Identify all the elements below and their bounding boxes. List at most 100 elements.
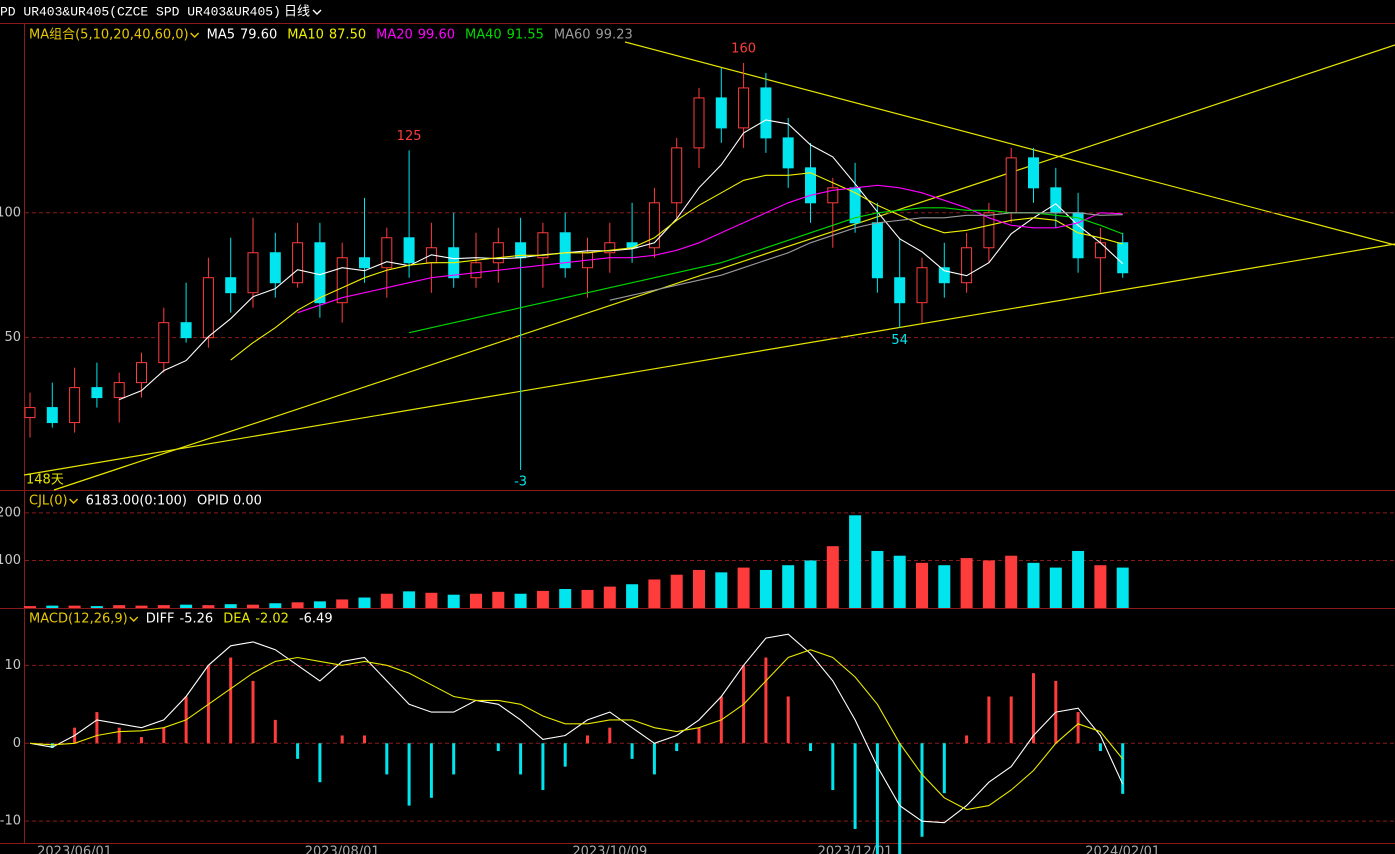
legend-value: 99.23 [596, 28, 633, 43]
x-tick-label: 2024/02/01 [1085, 845, 1160, 854]
y-tick-label: 50 [4, 330, 21, 345]
dropdown-icon[interactable] [69, 498, 79, 504]
volume-bar [514, 593, 527, 608]
volume-bar [157, 605, 170, 608]
volume-bar [380, 593, 393, 608]
candle-body [91, 387, 103, 399]
candle-body [292, 242, 304, 284]
volume-bar [1049, 567, 1062, 608]
macd-bar [296, 743, 300, 759]
macd-bar [140, 737, 143, 744]
candle-body [1094, 242, 1106, 259]
candle-body [805, 167, 816, 204]
volume-bar [804, 560, 817, 608]
y-tick-label: 100 [0, 553, 21, 568]
macd-bar [586, 735, 589, 744]
candle-body [359, 257, 370, 269]
trend-line [624, 41, 1395, 246]
volume-bar [1027, 562, 1040, 608]
candle-body [938, 267, 950, 284]
macd-bar [1009, 696, 1013, 744]
candle-body [1005, 157, 1017, 214]
legend-value: 79.60 [240, 28, 277, 43]
x-tick-label: 2023/10/09 [572, 845, 647, 854]
candle-body [225, 277, 237, 294]
volume-bar [90, 606, 103, 608]
candle-body [648, 202, 660, 249]
trend-line [23, 243, 1395, 476]
candle-body [894, 277, 906, 304]
candle-body [180, 322, 192, 339]
volume-bar [492, 591, 505, 608]
macd-bar [563, 743, 567, 767]
volume-bar [626, 584, 639, 608]
macd-bar [898, 743, 902, 854]
candle-body [827, 187, 839, 204]
volume-bar [1072, 550, 1085, 608]
ma-line [609, 212, 1123, 301]
volume-bar [559, 588, 572, 608]
volume-bar [180, 604, 193, 608]
legend-value: 87.50 [329, 28, 366, 43]
candle-body [24, 407, 36, 419]
macd-bar [1098, 743, 1102, 752]
candle-body [470, 262, 482, 279]
volume-bar [291, 602, 304, 608]
candle-body [671, 147, 683, 204]
macd-bar [407, 743, 411, 806]
legend-title[interactable]: MACD(12,26,9) [29, 612, 128, 627]
candle-body [738, 87, 750, 129]
legend-label: DEA [223, 612, 250, 627]
macd-bar [875, 743, 879, 854]
y-tick-label: 100 [0, 205, 21, 220]
volume-bar [202, 605, 215, 608]
volume-bar [893, 555, 906, 608]
legend-value: 91.55 [507, 28, 544, 43]
candle-body [1028, 157, 1039, 189]
range-label: 148天 [26, 473, 64, 488]
volume-bar [247, 604, 259, 608]
volume-bar [336, 599, 349, 608]
trend-lines [23, 41, 1395, 491]
y-tick-label: -10 [0, 814, 21, 829]
volume-bar [603, 586, 616, 608]
macd-bar [162, 727, 166, 744]
candle-body [983, 212, 995, 249]
candle-body [269, 252, 281, 284]
candle-body [492, 242, 504, 264]
legend-label: MA20 [376, 28, 413, 43]
macd-bar [95, 712, 99, 744]
macd-bar [675, 743, 679, 752]
macd-bar [764, 657, 768, 744]
candle-body [46, 407, 58, 424]
dropdown-icon[interactable] [129, 616, 139, 622]
legend-title[interactable]: CJL(0) [29, 494, 68, 509]
macd-line [29, 649, 1124, 811]
dropdown-icon[interactable] [312, 9, 322, 15]
volume-bar [403, 591, 416, 608]
candle-body [871, 222, 883, 279]
candle-body [336, 257, 348, 304]
macd-line [29, 633, 1124, 824]
macd-bar [920, 743, 924, 837]
dropdown-icon[interactable] [190, 32, 200, 38]
period-selector[interactable]: 日线 [284, 5, 310, 20]
legend-label: DIFF [146, 612, 175, 627]
macd-bar [273, 719, 277, 744]
candle-body [1050, 187, 1062, 214]
legend-title[interactable]: MA组合(5,10,20,40,60,0) [29, 28, 189, 43]
candle-body [113, 382, 125, 399]
volume-bar [693, 569, 705, 608]
macd-bar [630, 743, 634, 759]
candle-body [715, 97, 727, 129]
volume-bar [425, 592, 438, 608]
candle-body [961, 247, 973, 284]
header-title: PD UR403&UR405(CZCE SPD UR403&UR405) [0, 4, 281, 19]
candle-body [247, 252, 259, 294]
volume-bar [536, 590, 549, 608]
legend-value: OPID 0.00 [197, 494, 262, 509]
macd-bar [697, 727, 701, 744]
macd-bar [429, 743, 433, 798]
volume-bar [826, 546, 839, 608]
